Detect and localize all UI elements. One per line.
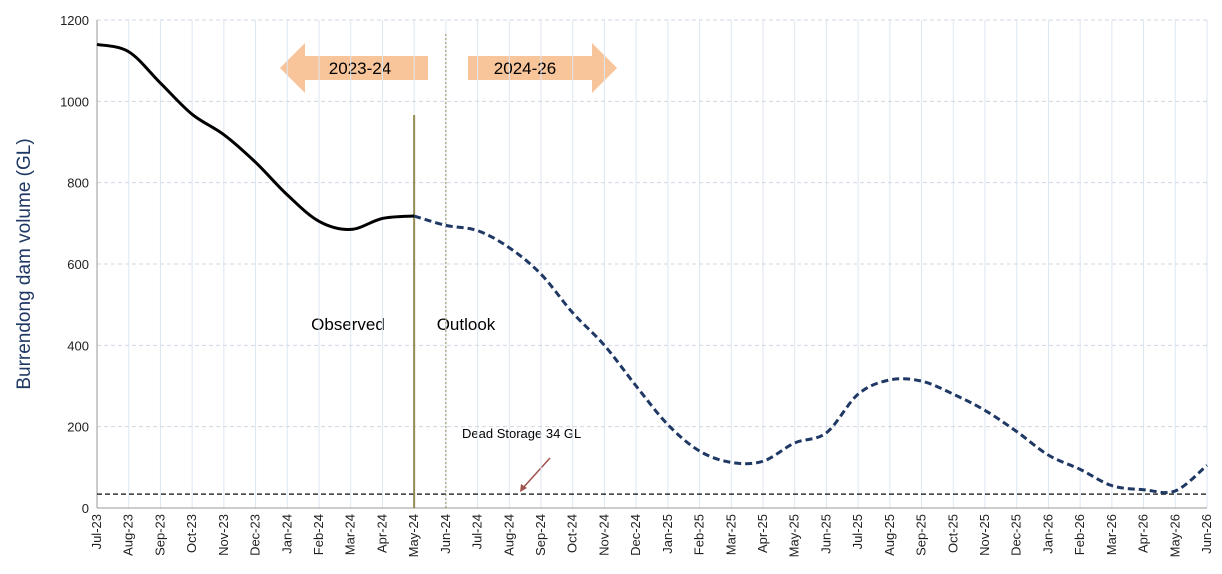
x-tick-label: Apr-24 bbox=[374, 514, 389, 553]
x-tick-label: Apr-25 bbox=[755, 514, 770, 553]
y-tick-label: 1000 bbox=[60, 94, 89, 109]
x-tick-label: Sep-23 bbox=[152, 514, 167, 556]
x-tick-label: Oct-25 bbox=[945, 514, 960, 553]
series-label: Observed bbox=[311, 315, 385, 334]
x-tick-label: Feb-26 bbox=[1072, 514, 1087, 555]
reference-label: Dead Storage 34 GL bbox=[462, 426, 581, 441]
x-tick-label: Oct-23 bbox=[184, 514, 199, 553]
reference-pointer-head bbox=[520, 484, 527, 492]
x-tick-label: Mar-26 bbox=[1104, 514, 1119, 555]
x-tick-label: Apr-26 bbox=[1136, 514, 1151, 553]
reference-pointer bbox=[521, 457, 551, 490]
series-line bbox=[413, 214, 1208, 495]
x-tick-label: May-26 bbox=[1167, 514, 1182, 557]
y-tick-label: 400 bbox=[67, 338, 89, 353]
x-tick-label: Jun-24 bbox=[438, 514, 453, 554]
x-tick-label: Nov-23 bbox=[216, 514, 231, 556]
x-tick-label: Jul-23 bbox=[89, 514, 104, 549]
x-tick-label: Feb-24 bbox=[311, 514, 326, 555]
x-tick-label: Jun-26 bbox=[1199, 514, 1214, 554]
y-axis-label: Burrendong dam volume (GL) bbox=[14, 138, 35, 389]
x-tick-label: Jan-24 bbox=[279, 514, 294, 554]
period-arrow bbox=[280, 43, 428, 93]
x-tick-label: Jun-25 bbox=[818, 514, 833, 554]
x-tick-label: Aug-23 bbox=[121, 514, 136, 556]
y-tick-label: 1200 bbox=[60, 13, 89, 28]
x-tick-label: Sep-24 bbox=[533, 514, 548, 556]
x-tick-label: Jul-24 bbox=[470, 514, 485, 549]
y-tick-label: 800 bbox=[67, 176, 89, 191]
x-tick-label: Mar-25 bbox=[723, 514, 738, 555]
y-tick-label: 200 bbox=[67, 420, 89, 435]
x-tick-label: Nov-24 bbox=[596, 514, 611, 556]
x-tick-label: Dec-25 bbox=[1009, 514, 1024, 556]
x-tick-label: Jan-26 bbox=[1040, 514, 1055, 554]
series-line bbox=[96, 42, 415, 231]
x-tick-label: Dec-24 bbox=[628, 514, 643, 556]
y-tick-label: 600 bbox=[67, 257, 89, 272]
x-tick-label: Jan-25 bbox=[660, 514, 675, 554]
x-tick-label: May-24 bbox=[406, 514, 421, 557]
x-tick-label: Aug-24 bbox=[501, 514, 516, 556]
period-label: 2023-24 bbox=[329, 59, 391, 78]
period-label: 2024-26 bbox=[494, 59, 556, 78]
x-tick-label: Oct-24 bbox=[565, 514, 580, 553]
x-tick-label: May-25 bbox=[787, 514, 802, 557]
x-tick-label: Aug-25 bbox=[882, 514, 897, 556]
period-arrow bbox=[468, 43, 617, 93]
y-tick-label: 0 bbox=[82, 501, 89, 516]
x-tick-label: Dec-23 bbox=[248, 514, 263, 556]
x-tick-label: Feb-25 bbox=[692, 514, 707, 555]
x-tick-label: Nov-25 bbox=[977, 514, 992, 556]
x-tick-label: Sep-25 bbox=[914, 514, 929, 556]
x-tick-label: Mar-24 bbox=[343, 514, 358, 555]
series-label: Outlook bbox=[437, 315, 496, 334]
x-tick-label: Jul-25 bbox=[850, 514, 865, 549]
